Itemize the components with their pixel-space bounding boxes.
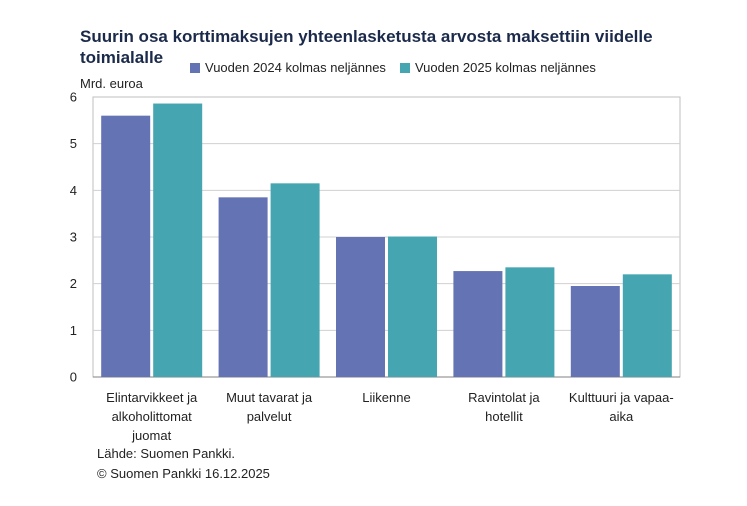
bar-2024 (570, 286, 620, 377)
y-tick-label: 0 (70, 370, 77, 385)
x-tick-label: Kulttuuri ja vapaa- (569, 390, 674, 405)
legend-swatch-2025 (399, 62, 410, 73)
y-tick-label: 1 (70, 323, 77, 338)
chart-title: Suurin osa korttimaksujen yhteenlasketus… (80, 27, 653, 67)
y-tick-label: 6 (70, 90, 77, 105)
bar-2024 (218, 197, 268, 377)
y-axis-label: Mrd. euroa (80, 76, 143, 91)
legend-swatch-2024 (190, 62, 200, 73)
source-line: Lähde: Suomen Pankki. (97, 446, 236, 461)
legend-label-2024: Vuoden 2024 kolmas neljännes (205, 60, 386, 75)
bar-2025 (270, 183, 320, 377)
x-tick-label: aika (609, 409, 634, 424)
x-tick-label: juomat (131, 428, 171, 443)
legend-label-2025: Vuoden 2025 kolmas neljännes (414, 60, 596, 75)
bar-2024 (336, 237, 385, 377)
x-tick-label: hotellit (485, 409, 523, 424)
bar-2025 (622, 274, 672, 377)
legend-item-2024: Vuoden 2024 kolmas neljännes (190, 60, 386, 75)
copyright-line: © Suomen Pankki 16.12.2025 (97, 466, 270, 481)
bar-2024 (453, 271, 503, 377)
y-tick-label: 3 (70, 230, 77, 245)
legend: Vuoden 2024 kolmas neljännes Vuoden 2025… (190, 60, 596, 75)
bar-2025 (388, 236, 437, 377)
y-tick-label: 5 (70, 136, 77, 151)
x-tick-label: palvelut (247, 409, 292, 424)
y-tick-label: 2 (70, 276, 77, 291)
x-tick-label: Elintarvikkeet ja (106, 390, 198, 405)
bar-2025 (505, 267, 555, 377)
legend-item-2025: Vuoden 2025 kolmas neljännes (399, 60, 596, 75)
x-tick-label: Ravintolat ja (468, 390, 540, 405)
x-tick-label: Muut tavarat ja (226, 390, 313, 405)
bar-2024 (101, 115, 151, 378)
bar-2025 (153, 103, 203, 378)
x-tick-label: alkoholittomat (112, 409, 193, 424)
source-note: Lähde: Suomen Pankki. © Suomen Pankki 16… (97, 444, 270, 484)
x-tick-label: Liikenne (362, 390, 410, 405)
y-tick-label: 4 (70, 183, 77, 198)
